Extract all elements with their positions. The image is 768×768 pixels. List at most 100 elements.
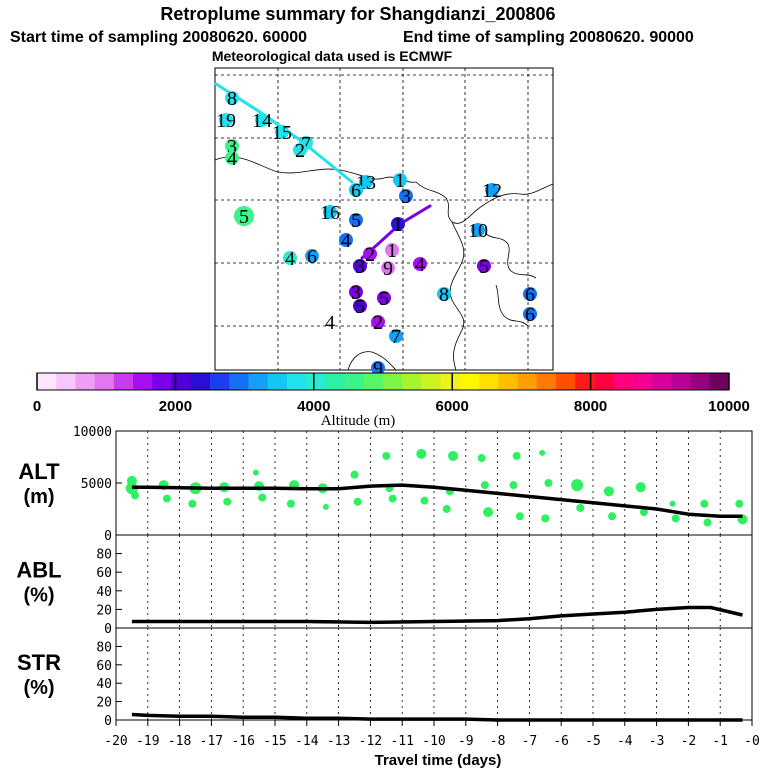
plume-cluster-point	[393, 173, 407, 187]
colorbar-swatch	[113, 373, 134, 390]
x-tick-label: -7	[522, 734, 538, 749]
altitude-scatter-point	[541, 514, 550, 523]
altitude-scatter-point	[162, 494, 171, 503]
plume-cluster-point	[471, 223, 485, 237]
colorbar-swatch	[536, 373, 557, 390]
y-tick-label: 40	[96, 677, 112, 692]
x-tick-label: -18	[168, 734, 191, 749]
colorbar-swatch	[229, 373, 249, 390]
plume-cluster-label: 7	[301, 133, 311, 155]
panel-label: ABL	[16, 558, 61, 583]
panel-unit: (m)	[23, 486, 54, 508]
x-tick-label: -13	[327, 734, 350, 749]
series-line	[131, 483, 743, 519]
x-tick-label: -20	[104, 734, 127, 749]
plume-cluster-label: 15	[272, 122, 292, 144]
altitude-scatter-point	[420, 496, 429, 505]
colorbar-swatch	[421, 373, 442, 390]
x-tick-label: -2	[681, 734, 697, 749]
plume-cluster-point	[353, 299, 367, 313]
colorbar-swatch	[671, 373, 691, 390]
series-line	[131, 712, 743, 722]
y-tick-label: 0	[104, 529, 112, 544]
plume-cluster-label: 4	[341, 230, 351, 252]
plume-cluster-point	[225, 91, 239, 105]
plume-cluster-point	[477, 259, 491, 273]
plume-cluster-label: 5	[355, 296, 365, 318]
colorbar-swatch	[210, 373, 230, 390]
x-tick-label: -16	[231, 734, 254, 749]
plume-cluster-label: 9	[383, 258, 393, 280]
plume-cluster-label: 19	[216, 110, 236, 132]
plume-cluster-label: 2	[295, 140, 305, 162]
plume-cluster-point	[377, 291, 391, 305]
colorbar-tick-label: 0	[33, 398, 41, 415]
altitude-scatter-point	[477, 454, 486, 463]
plume-cluster-label: 1	[395, 170, 405, 192]
altitude-scatter-point	[509, 481, 518, 490]
plume-cluster-point	[437, 287, 451, 301]
plume-cluster-label: 8	[227, 88, 237, 110]
altitude-scatter-point	[671, 514, 680, 523]
plume-cluster-label: 5	[239, 206, 249, 228]
colorbar-swatch	[152, 373, 172, 390]
altitude-scatter-point	[286, 499, 295, 508]
colorbar-swatch	[171, 373, 192, 390]
panel-abl: 80 60 40 20 0 ABL(%)	[16, 534, 753, 637]
altitude-scatter-point	[416, 448, 427, 459]
plume-cluster-point	[359, 175, 373, 189]
plume-cluster-label: 4	[325, 312, 335, 334]
altitude-scatter-point	[483, 507, 494, 518]
altitude-scatter-point	[539, 449, 546, 456]
colorbar-tick-label: 10000	[708, 398, 750, 415]
colorbar-swatch	[325, 373, 345, 390]
colorbar-swatch	[75, 373, 96, 390]
plume-cluster-point	[523, 287, 537, 301]
altitude-scatter-point	[448, 450, 459, 461]
x-tick-label: -8	[490, 734, 506, 749]
plume-cluster-label: 4	[227, 148, 237, 170]
plume-cluster-point	[349, 183, 363, 197]
x-tick-label: -15	[263, 734, 286, 749]
met-data-label: Meteorological data used is ECMWF	[212, 48, 453, 64]
altitude-scatter-point	[258, 493, 267, 502]
x-tick-label: -19	[136, 734, 159, 749]
plume-cluster-point	[219, 113, 233, 127]
colorbar-swatch	[556, 373, 576, 390]
x-tick-label: -14	[295, 734, 319, 749]
altitude-scatter-point	[512, 451, 521, 460]
y-tick-label: 10000	[73, 425, 112, 440]
y-tick-label: 80	[96, 640, 112, 655]
altitude-scatter-point	[735, 499, 744, 508]
plume-cluster-label: 6	[351, 180, 361, 202]
colorbar-swatch	[632, 373, 653, 390]
colorbar-swatch	[383, 373, 403, 390]
colorbar-swatch	[190, 373, 211, 390]
colorbar-swatch	[613, 373, 634, 390]
x-tick-label: -17	[200, 734, 223, 749]
figure-title: Retroplume summary for Shangdianzi_20080…	[160, 4, 555, 24]
colorbar-swatch	[37, 373, 57, 390]
altitude-scatter-point	[700, 499, 709, 508]
panel-str: 80 60 40 20 0 STR(%)	[17, 627, 753, 729]
plume-cluster-point	[349, 213, 363, 227]
plume-cluster-label: 5	[479, 256, 489, 278]
map-coastlines	[214, 156, 554, 371]
time-series-panels: 1000050000ALT(m)806040200ABL(%)806040200…	[16, 425, 753, 729]
panel-unit: (%)	[23, 585, 54, 607]
plume-cluster-label: 16	[320, 202, 340, 224]
altitude-scatter-point	[480, 481, 489, 490]
plume-cluster-point	[323, 205, 337, 219]
y-tick-label: 20	[96, 696, 112, 711]
altitude-scatter-point	[515, 512, 524, 521]
altitude-colorbar: 0 2000 4000 6000 8000 10000 Altitude (m)	[33, 372, 750, 429]
altitude-scatter-point	[131, 491, 140, 500]
colorbar-tick-label: 4000	[297, 398, 330, 415]
altitude-scatter-point	[442, 505, 451, 513]
y-tick-label: 60	[96, 659, 112, 674]
altitude-scatter-point	[544, 479, 553, 487]
plume-cluster-point	[385, 243, 399, 257]
plume-cluster-point	[363, 247, 377, 261]
